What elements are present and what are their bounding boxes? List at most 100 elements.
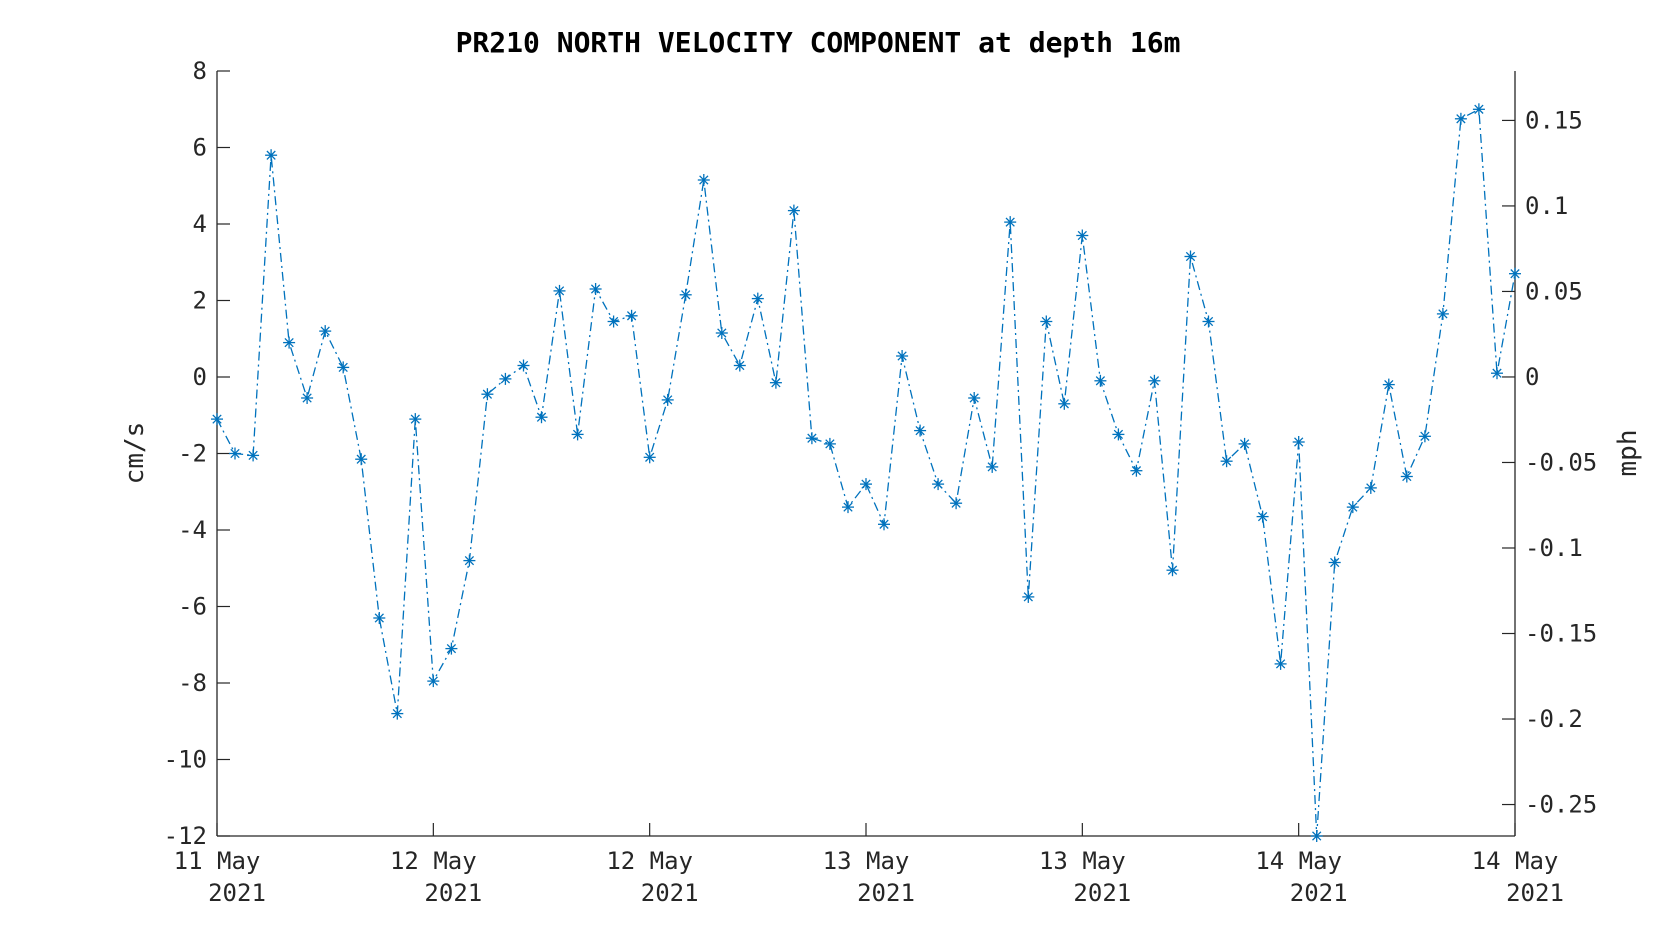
y-tick-label-right: -0.2: [1525, 705, 1583, 733]
y-tick-label-right: -0.25: [1525, 791, 1597, 819]
marker-stroke: [482, 389, 493, 399]
marker-stroke: [338, 362, 348, 373]
data-point-marker: [1058, 397, 1071, 410]
marker-stroke: [554, 286, 565, 296]
data-point-marker: [769, 376, 782, 389]
y-tick-label-right: -0.15: [1525, 620, 1597, 648]
marker-stroke: [1239, 439, 1250, 449]
marker-stroke: [1348, 502, 1358, 512]
marker-stroke: [1203, 316, 1214, 327]
y-tick-label-left: 4: [193, 210, 207, 238]
data-point-marker: [1292, 436, 1305, 448]
data-point-marker: [751, 292, 764, 305]
y-tick-label-right: -0.1: [1525, 534, 1583, 562]
marker-stroke: [1149, 376, 1160, 386]
data-point-marker: [1130, 464, 1143, 477]
data-point-marker: [878, 518, 890, 531]
data-point-marker: [337, 361, 350, 374]
marker-stroke: [717, 328, 727, 338]
y-tick-label-right: 0.05: [1525, 277, 1583, 305]
data-point-marker: [1328, 556, 1341, 569]
marker-stroke: [1420, 431, 1430, 441]
marker-stroke: [843, 502, 853, 512]
data-point-marker: [950, 497, 963, 510]
x-tick-label-date: 11 May: [174, 847, 261, 875]
data-point-marker: [1148, 374, 1161, 387]
data-point-marker: [391, 707, 404, 720]
marker-stroke: [1510, 269, 1520, 279]
marker-stroke: [1402, 471, 1412, 482]
marker-stroke: [1312, 831, 1322, 841]
y-tick-label-right: 0: [1525, 363, 1539, 391]
marker-stroke: [212, 414, 222, 424]
x-tick-label-year: 2021: [641, 879, 699, 907]
data-point-marker: [589, 283, 602, 295]
y-tick-label-left: 2: [193, 287, 207, 315]
y-tick-label-right: -0.05: [1525, 448, 1597, 476]
y-tick-label-left: -8: [178, 669, 207, 697]
data-point-marker: [661, 393, 674, 406]
data-point-marker: [1472, 103, 1485, 116]
data-point-marker: [1346, 501, 1359, 514]
x-tick-label-date: 14 May: [1472, 847, 1559, 875]
marker-stroke: [951, 498, 961, 508]
marker-stroke: [428, 676, 438, 686]
marker-stroke: [1366, 483, 1376, 493]
data-point-marker: [842, 501, 854, 514]
marker-stroke: [915, 425, 925, 436]
marker-stroke: [446, 643, 457, 654]
data-point-marker: [1238, 437, 1251, 450]
marker-stroke: [1330, 557, 1340, 568]
y-tick-label-right: 0.1: [1525, 192, 1568, 220]
marker-stroke: [518, 360, 529, 371]
data-point-marker: [805, 432, 818, 445]
data-point-marker: [373, 612, 386, 624]
data-point-marker: [823, 437, 836, 450]
marker-stroke: [608, 316, 619, 327]
data-point-marker: [499, 372, 512, 385]
data-point-marker: [1202, 315, 1215, 328]
data-point-marker: [265, 149, 278, 162]
marker-stroke: [879, 519, 889, 529]
data-point-marker: [1454, 112, 1467, 125]
data-point-marker: [860, 478, 872, 491]
data-point-marker: [409, 413, 422, 426]
marker-stroke: [1438, 309, 1448, 319]
marker-stroke: [1294, 437, 1304, 447]
chart-title: PR210 NORTH VELOCITY COMPONENT at depth …: [456, 26, 1181, 59]
data-point-marker: [481, 388, 494, 401]
y-tick-label-left: -10: [164, 746, 207, 774]
marker-stroke: [1005, 217, 1015, 227]
data-point-marker: [932, 478, 945, 491]
marker-stroke: [861, 479, 871, 489]
y-tick-label-left: -12: [164, 822, 207, 850]
x-tick-label-year: 2021: [1506, 879, 1564, 907]
marker-stroke: [500, 374, 511, 384]
marker-stroke: [1456, 114, 1466, 124]
marker-stroke: [464, 555, 475, 566]
marker-stroke: [1221, 456, 1232, 466]
x-tick-label-year: 2021: [424, 879, 482, 907]
data-point-marker: [1220, 455, 1233, 468]
data-point-marker: [1094, 374, 1107, 387]
y-tick-label-left: 0: [193, 363, 207, 391]
data-point-marker: [283, 336, 296, 349]
data-point-marker: [229, 447, 241, 460]
data-point-marker: [319, 325, 332, 338]
marker-stroke: [753, 293, 763, 304]
marker-stroke: [572, 429, 583, 440]
data-point-marker: [1382, 378, 1395, 391]
data-point-marker: [1436, 307, 1449, 320]
data-point-marker: [1418, 430, 1431, 443]
x-tick-label-date: 14 May: [1255, 847, 1342, 875]
y-tick-label-left: -4: [178, 516, 207, 544]
data-point-marker: [1400, 470, 1413, 483]
marker-stroke: [1113, 429, 1124, 440]
marker-stroke: [1185, 251, 1196, 262]
y-tick-label-left: -2: [178, 440, 207, 468]
data-point-marker: [1274, 657, 1287, 670]
marker-stroke: [248, 450, 258, 461]
marker-stroke: [1384, 379, 1394, 390]
